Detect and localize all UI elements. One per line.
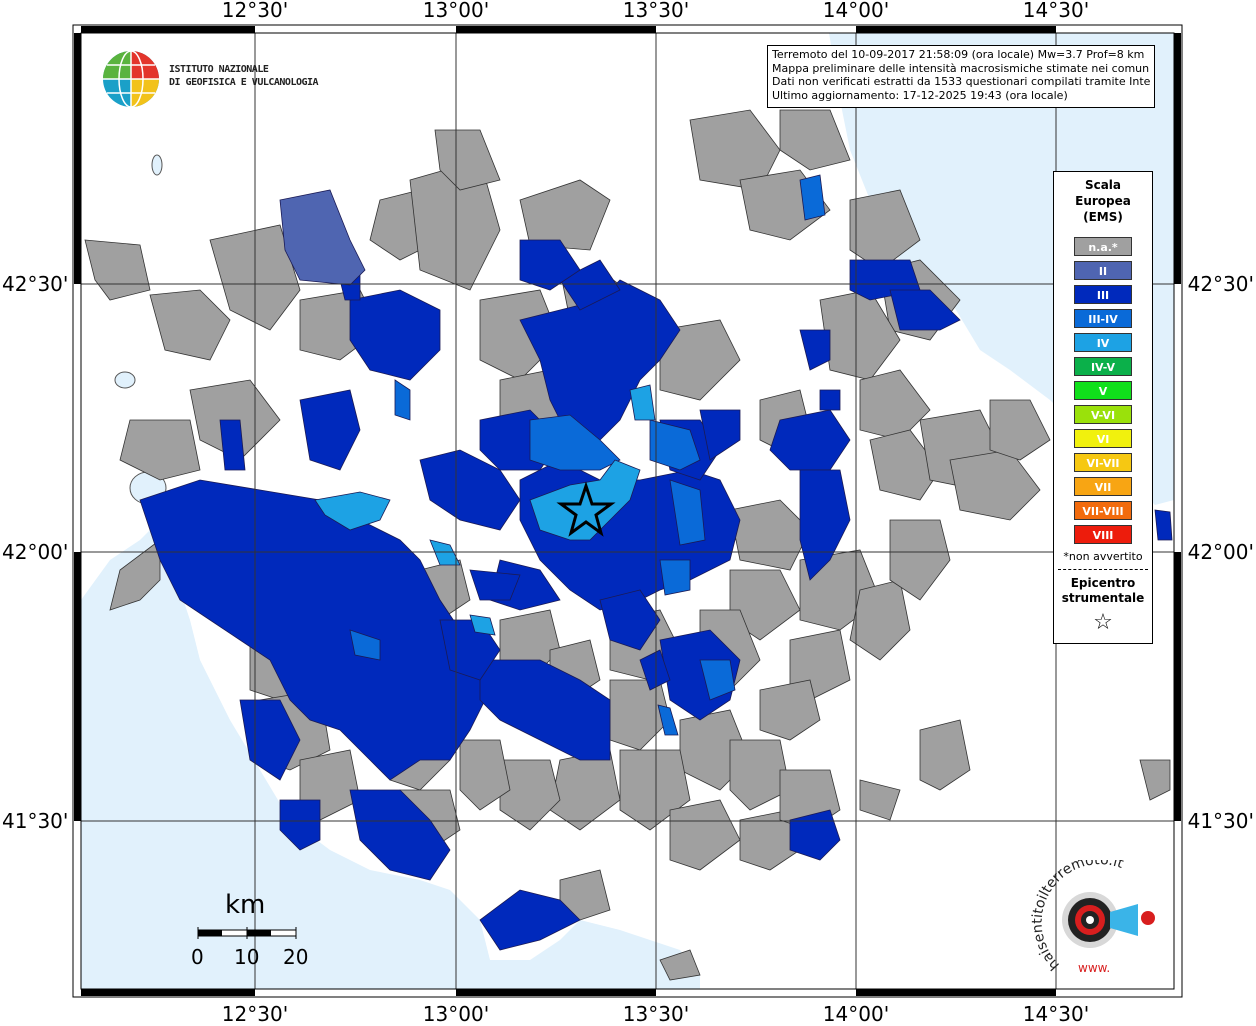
hsi-logo-www: www. (1078, 961, 1110, 975)
top-tick-lon-1: 12°30' (221, 0, 289, 22)
left-tick-lat-3: 41°30' (2, 809, 69, 833)
legend-item-vi: VI (1074, 429, 1132, 448)
earthquake-info-box: Terremoto del 10-09-2017 21:58:09 (ora l… (767, 45, 1155, 108)
legend-item-iv-v: IV-V (1074, 357, 1132, 376)
info-line-3: Dati non verificati estratti da 1533 que… (772, 75, 1150, 88)
scale-tick-0: 0 (191, 945, 204, 969)
legend-epicenter-line2: strumentale (1061, 591, 1145, 605)
legend-item-v: V (1074, 381, 1132, 400)
right-tick-lat-2: 42°00' (1187, 540, 1254, 564)
legend-note: *non avvertito (1063, 550, 1143, 563)
legend-item-viii: VIII (1074, 525, 1132, 544)
ingv-logo-line2: DI GEOFISICA E VULCANOLOGIA (169, 77, 319, 88)
bottom-tick-lon-5: 14°30' (1022, 1002, 1090, 1026)
legend-item-vii-viii: VII-VIII (1074, 501, 1132, 520)
globe-icon (103, 50, 159, 108)
municipalities-II (279, 189, 366, 286)
municipalities-na (84, 109, 1171, 981)
scale-unit-label: km (225, 890, 266, 920)
legend-item-ii: II (1074, 261, 1132, 280)
top-tick-lon-2: 13°00' (422, 0, 490, 22)
bottom-tick-lon-1: 12°30' (221, 1002, 289, 1026)
top-tick-lon-5: 14°30' (1022, 0, 1090, 22)
scale-tick-10: 10 (234, 945, 260, 969)
right-tick-lat-1: 42°30' (1187, 272, 1254, 296)
legend-item-iii-iv: III-IV (1074, 309, 1132, 328)
legend-item-vi-vii: VI-VII (1074, 453, 1132, 472)
scale-bar (197, 927, 297, 939)
municipalities-III-IV (349, 174, 826, 736)
legend-separator (1058, 569, 1148, 570)
legend-item-iii: III (1074, 285, 1132, 304)
legend-title-line2: Europea (1075, 194, 1131, 208)
top-tick-lon-3: 13°30' (622, 0, 690, 22)
legend-title-line1: Scala (1084, 178, 1122, 192)
left-tick-lat-2: 42°00' (2, 540, 69, 564)
municipalities-III (139, 239, 1173, 951)
epicenter-star-icon (556, 481, 616, 537)
top-tick-lon-4: 14°00' (822, 0, 890, 22)
target-icon: haisentitoilterremoto.it www. (1030, 860, 1155, 975)
info-line-4: Ultimo aggiornamento: 17-12-2025 19:43 (… (772, 88, 1068, 102)
legend-star-icon: ☆ (1093, 610, 1113, 635)
right-tick-lat-3: 41°30' (1187, 809, 1254, 833)
bottom-tick-lon-4: 14°00' (822, 1002, 890, 1026)
legend-epicenter-line1: Epicentro (1070, 576, 1136, 590)
legend-item-iv: IV (1074, 333, 1132, 352)
bottom-tick-lon-3: 13°30' (622, 1002, 690, 1026)
legend-item-n-a: n.a.* (1074, 237, 1132, 256)
scale-tick-20: 20 (283, 945, 309, 969)
map-frame (72, 24, 1183, 998)
bottom-tick-lon-2: 13°00' (422, 1002, 490, 1026)
legend-title: Scala Europea (EMS) (1054, 177, 1152, 225)
legend-epicenter-label: Epicentro strumentale (1054, 576, 1152, 606)
legend-title-line3: (EMS) (1083, 210, 1123, 224)
legend-item-vii: VII (1074, 477, 1132, 496)
ingv-logo-line1: ISTITUTO NAZIONALE (169, 64, 269, 75)
ingv-logo-text: ISTITUTO NAZIONALE DI GEOFISICA E VULCAN… (169, 63, 319, 89)
info-line-1: Terremoto del 10-09-2017 21:58:09 (ora l… (772, 48, 1145, 61)
legend-item-v-vi: V-VI (1074, 405, 1132, 424)
info-line-2: Mappa preliminare delle intensità macros… (772, 61, 1150, 75)
left-tick-lat-1: 42°30' (2, 272, 69, 296)
legend-items: n.a.* II III III-IV IV IV-V V V-VI VI VI-VII VII VI… (1054, 237, 1152, 544)
intensity-legend: Scala Europea (EMS) n.a.* II III III-IV IV IV… (1053, 171, 1153, 644)
